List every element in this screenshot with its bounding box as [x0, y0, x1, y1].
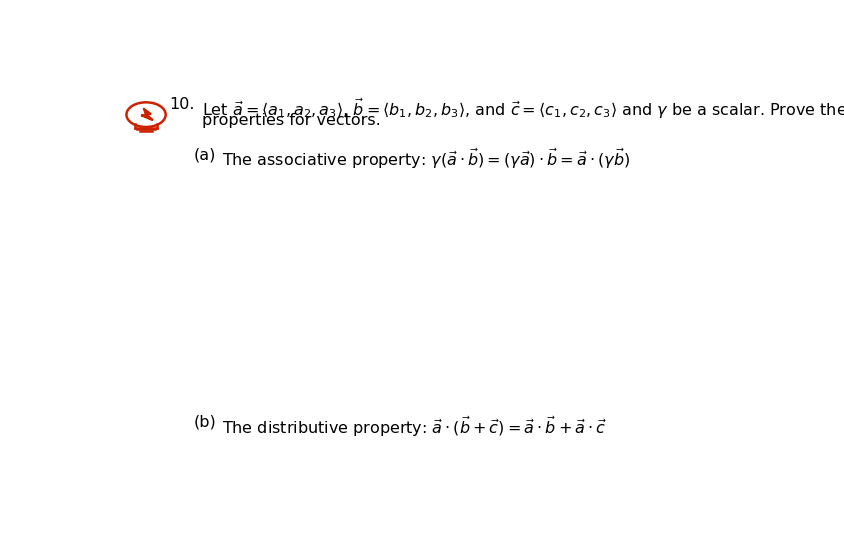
- Text: (b): (b): [194, 414, 217, 429]
- Polygon shape: [141, 109, 153, 120]
- Text: Let $\vec{a} = \langle a_1, a_2, a_3 \rangle$, $\vec{b} = \langle b_1, b_2, b_3 : Let $\vec{a} = \langle a_1, a_2, a_3 \ra…: [203, 97, 844, 121]
- Text: The associative property: $\gamma(\vec{a} \cdot \vec{b}) = (\gamma\vec{a}) \cdot: The associative property: $\gamma(\vec{a…: [222, 147, 630, 171]
- Text: properties for vectors.: properties for vectors.: [203, 113, 381, 128]
- Text: (a): (a): [194, 147, 216, 162]
- Text: 10.: 10.: [170, 97, 195, 112]
- Text: The distributive property: $\vec{a} \cdot (\vec{b} + \vec{c}) = \vec{a} \cdot \v: The distributive property: $\vec{a} \cdo…: [222, 414, 607, 438]
